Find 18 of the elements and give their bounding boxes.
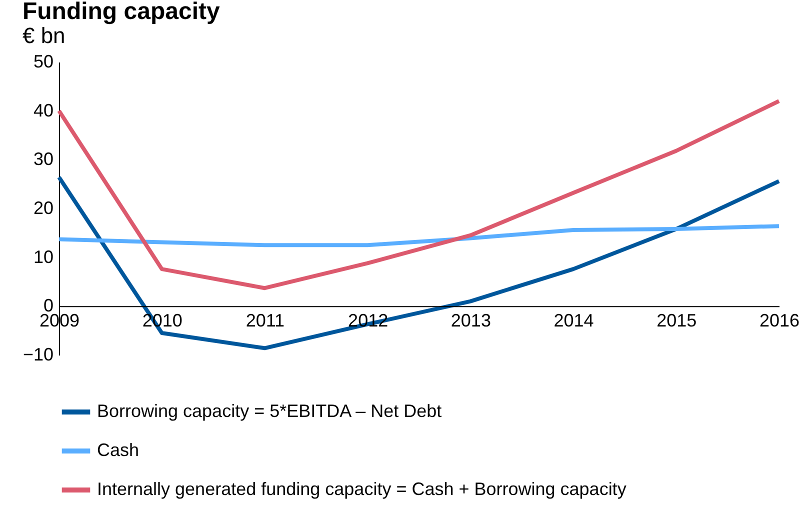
- legend-label: Borrowing capacity = 5*EBITDA – Net Debt: [97, 401, 442, 421]
- y-tick-label: −10: [22, 344, 54, 364]
- line-series: [57, 224, 781, 248]
- legend-label: Cash: [97, 440, 140, 460]
- y-tick-label: 20: [33, 198, 54, 218]
- chart-title: Funding capacity: [22, 0, 220, 25]
- y-tick-label: 30: [33, 149, 54, 170]
- legend-label: Internally generated funding capacity = Cash + Borrowing capacity: [97, 479, 626, 499]
- line-series: [57, 99, 781, 290]
- y-tick-label: 50: [33, 52, 54, 72]
- x-tick-label: 2014: [554, 310, 594, 331]
- x-tick-label: 2016: [759, 310, 800, 331]
- chart-subtitle: € bn: [22, 23, 66, 48]
- x-tick-label: 2011: [246, 310, 285, 331]
- x-tick-label: 2013: [450, 310, 491, 331]
- y-tick-label: 10: [33, 246, 54, 267]
- y-tick-label: 40: [33, 100, 54, 120]
- x-tick-label: 2015: [656, 310, 697, 331]
